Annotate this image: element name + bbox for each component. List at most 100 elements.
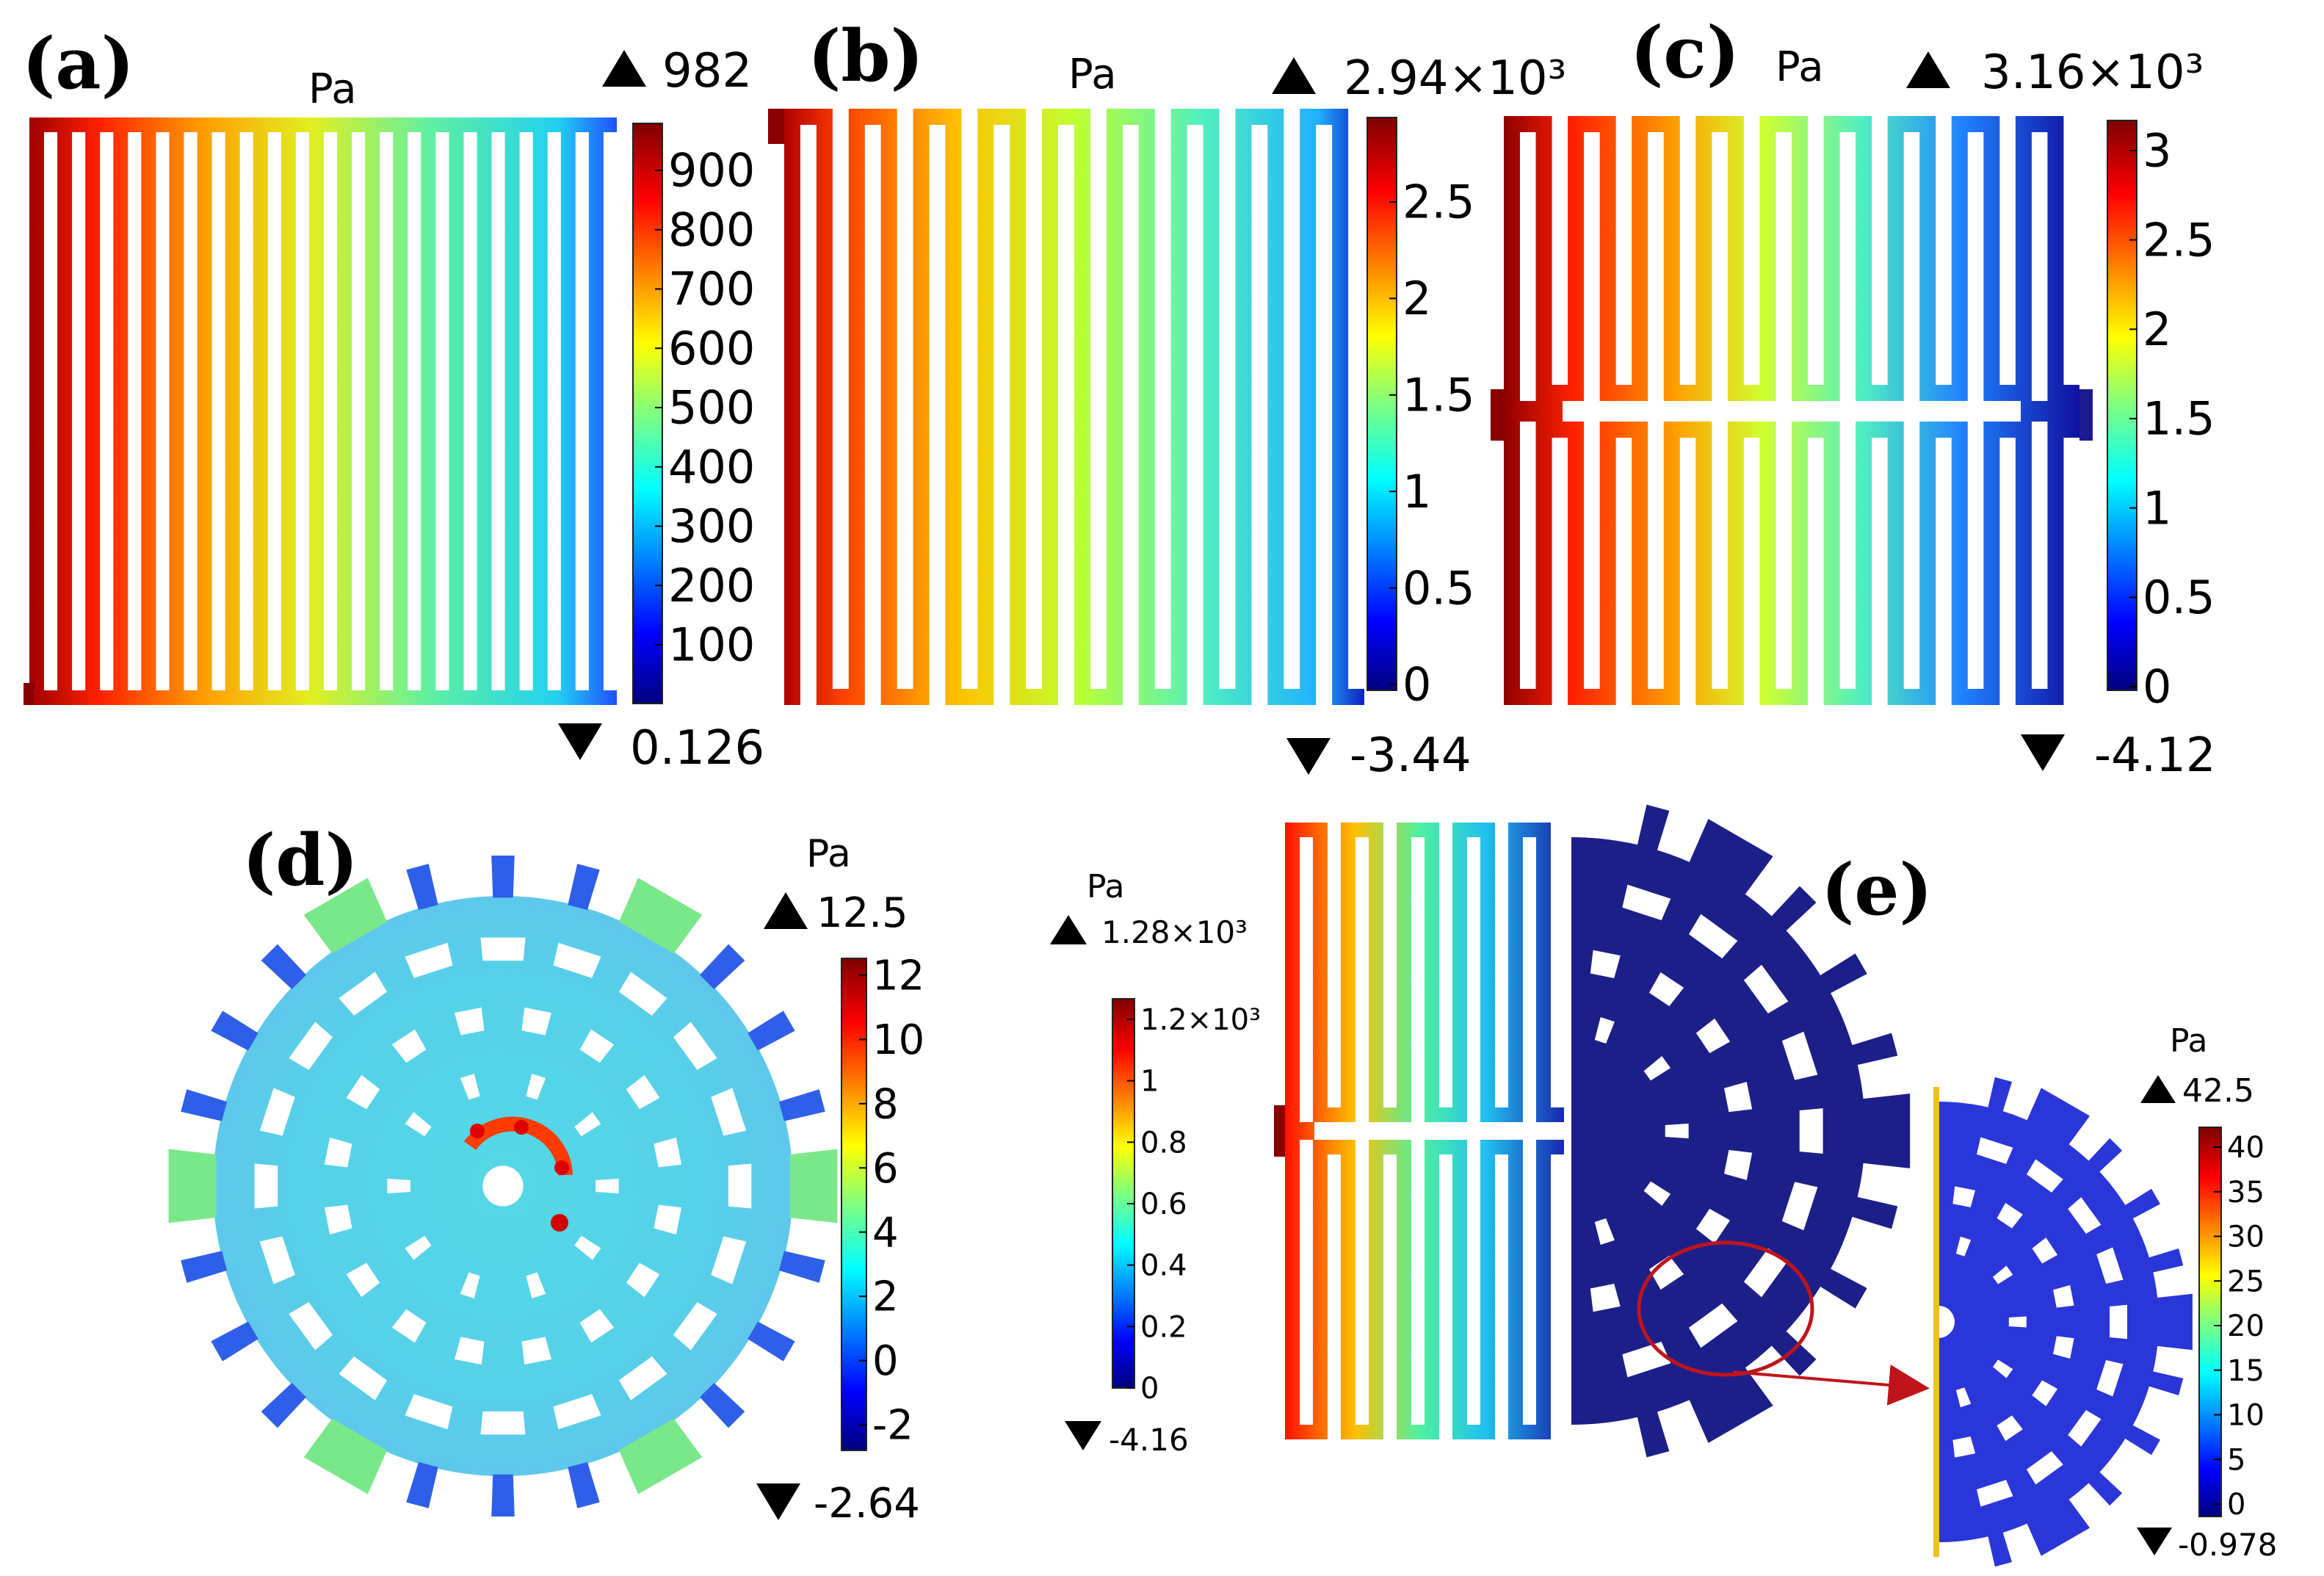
wheel-hole [289, 1301, 333, 1351]
panel-d-label: (d) [242, 819, 358, 902]
panel-b-colorbar-ticks: 2.5 2 1.5 1 0.5 0 [1389, 176, 1475, 712]
channel-gap [547, 132, 561, 690]
wheel-tooth [2124, 1188, 2160, 1220]
wheel-hole [579, 1029, 615, 1063]
channel-gap [156, 132, 170, 690]
channel-gap [44, 132, 58, 690]
colorbar-tick-label: 1 [1402, 465, 1431, 518]
wheel-disc [1571, 837, 1865, 1425]
panel-d-geometry [168, 855, 838, 1517]
panel-a-label: (a) [22, 22, 134, 105]
serpentine-gap [1839, 132, 1856, 401]
wheel-disc [1939, 1102, 2159, 1542]
wheel-tooth [2124, 1424, 2160, 1456]
panel-e-zoom-unit: Pa [2170, 1022, 2208, 1060]
panel-c-colorbar-ticks: 3 2.5 2 1.5 1 0.5 0 [2129, 124, 2215, 714]
serpentine-gap [1967, 132, 1984, 401]
wheel-hole [2053, 1284, 2074, 1308]
serpentine-gap [1743, 438, 1760, 705]
colorbar-tick-label: 40 [2227, 1131, 2265, 1165]
wheel-tooth [303, 878, 388, 954]
panel-e-geometry [1274, 804, 1911, 1458]
wheel-tooth [618, 1418, 703, 1494]
colorbar-tick-label: 2.5 [2143, 213, 2215, 267]
wheel-hole [460, 1073, 480, 1100]
wheel-hole [521, 1007, 551, 1035]
channel-gap [128, 132, 142, 690]
wheel-hole [1997, 1415, 2023, 1442]
wheel-hole [2068, 1197, 2102, 1235]
wheel-tooth [699, 1382, 745, 1428]
serpentine-gap [1808, 438, 1824, 705]
wheel-tooth [699, 944, 745, 990]
wheel-hole [626, 1074, 660, 1110]
wheel-hole [574, 1235, 601, 1260]
wheel-tooth [789, 1149, 838, 1223]
serpentine-gap [1839, 422, 1856, 689]
panel-e-max-marker [1050, 915, 1087, 944]
channel-gap [408, 132, 421, 690]
wheel-hole [1992, 1265, 2013, 1284]
wheel-hole [553, 942, 601, 978]
wheel-hole [460, 1272, 480, 1299]
wheel-hole [1724, 1082, 1753, 1113]
serpentine-gap [1520, 132, 1536, 401]
wheel-hole [346, 1074, 380, 1110]
serpentine-gap [1903, 132, 1920, 401]
channel-gap [184, 132, 198, 690]
panel-c-label: (c) [1630, 11, 1740, 94]
wheel-hole [1643, 1055, 1671, 1081]
wheel-hole [1977, 1480, 2013, 1507]
wheel-hole [673, 1022, 717, 1071]
colorbar-tick-label: 0.5 [1402, 561, 1475, 615]
serpentine-gap [2063, 116, 2079, 385]
wheel-hole [1955, 1387, 1972, 1408]
panel-a-max-marker [602, 50, 646, 87]
wheel-tooth [2088, 1471, 2123, 1506]
panel-d-hotspot [463, 1116, 573, 1232]
serpentine-gap [1712, 132, 1728, 401]
colorbar-tick-label: 600 [668, 322, 755, 375]
zoom-edge-highlight [1933, 1087, 1939, 1557]
zoom-highlight-ellipse [1637, 1240, 1814, 1377]
wheel-hole [1590, 950, 1621, 978]
serpentine-gap [897, 109, 913, 689]
serpentine-gap [1648, 132, 1664, 401]
colorbar-tick-label: 0 [1402, 658, 1431, 712]
wheel-hole [339, 972, 388, 1016]
wheel-tooth [1637, 804, 1670, 852]
wheel-hole [2110, 1304, 2127, 1340]
colorbar-tick-label: 12 [872, 953, 924, 1000]
wheel-hole [553, 1394, 601, 1430]
panel-a-unit: Pa [308, 65, 357, 113]
colorbar-tick-label: 900 [668, 144, 755, 198]
channel-gap [435, 132, 449, 690]
wheel-tooth [1850, 1033, 1898, 1066]
colorbar-tick-label: 200 [668, 559, 755, 612]
serpentine-gap [1615, 116, 1632, 385]
wheel-hole [1648, 972, 1684, 1007]
panel-b-max-marker [1272, 57, 1316, 94]
serpentine-gap [1999, 438, 2016, 705]
wheel-tooth [778, 1251, 825, 1283]
wheel-hole [1688, 1303, 1738, 1348]
serpentine-gap [1743, 116, 1760, 385]
wheel-hole [1781, 1182, 1818, 1231]
wheel-hole [526, 1073, 546, 1100]
channel-gap [519, 132, 533, 690]
colorbar-tick-label: 2 [1402, 272, 1431, 325]
channel-gap [491, 132, 505, 690]
colorbar-tick-label: 20 [2227, 1309, 2265, 1343]
panel-e-max-label: 1.28×10³ [1101, 914, 1248, 950]
serpentine-gap [1552, 116, 1568, 385]
wheel-tooth [1688, 1366, 1773, 1443]
serpentine-gap [800, 125, 817, 705]
wheel-hole [1665, 1123, 1689, 1139]
serpentine-gap [1439, 1154, 1452, 1439]
wheel-hole [1977, 1137, 2013, 1164]
wheel-tooth [491, 1474, 515, 1517]
channel-gap [323, 132, 338, 690]
serpentine-gap [1495, 1154, 1508, 1439]
